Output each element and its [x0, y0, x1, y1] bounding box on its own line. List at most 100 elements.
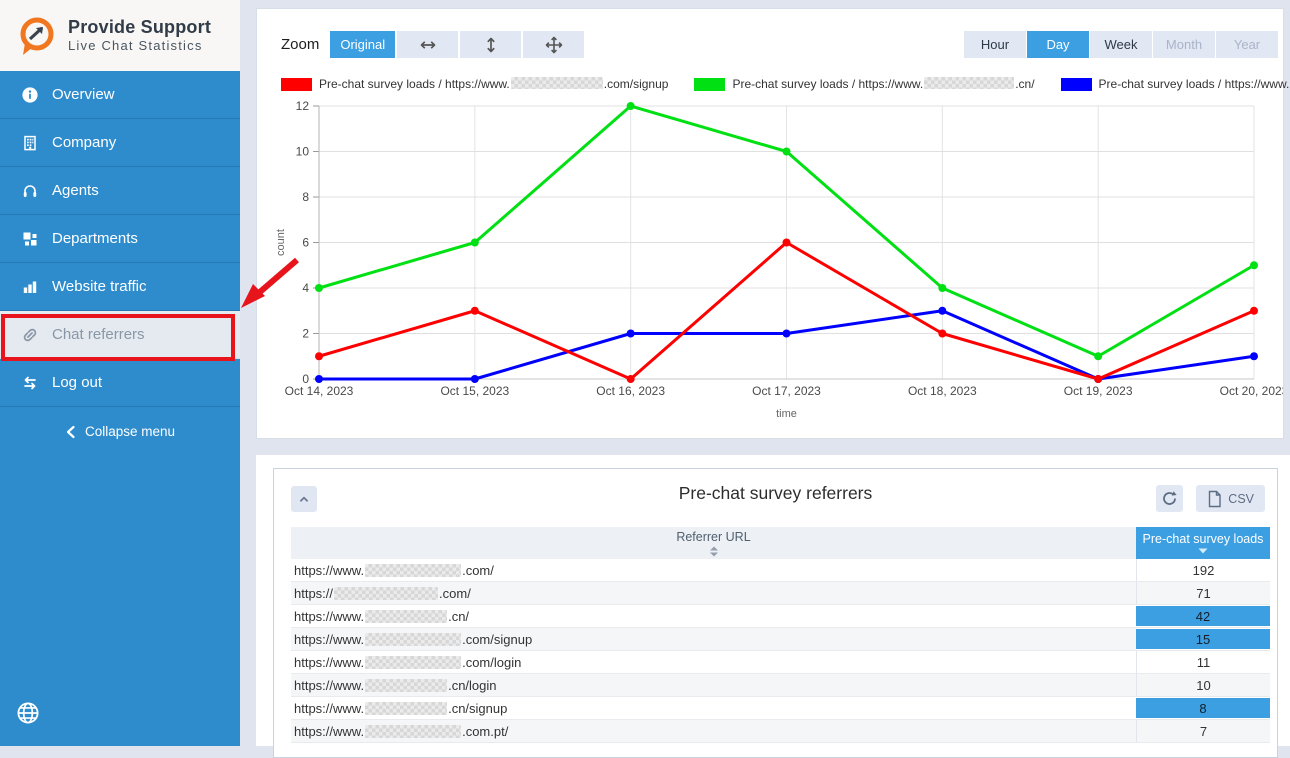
legend-swatch-icon [694, 77, 726, 91]
redacted-text [510, 77, 603, 89]
redacted-text [365, 701, 448, 715]
csv-file-icon [1209, 490, 1221, 507]
panel-collapse-button[interactable] [291, 486, 317, 512]
column-header-survey-loads[interactable]: Pre-chat survey loads [1136, 527, 1270, 559]
zoom-label: Zoom [281, 36, 320, 53]
table-row[interactable]: https://www. .cn/login 10 [291, 674, 1270, 697]
csv-export-button[interactable]: CSV [1196, 485, 1265, 512]
collapse-menu-button[interactable]: Collapse menu [0, 418, 240, 445]
referrer-url-cell: https://www. .cn/ [294, 608, 470, 624]
headset-icon [23, 184, 37, 197]
svg-text:8: 8 [302, 190, 309, 204]
departments-icon [23, 232, 37, 245]
column-header-label: Referrer URL [676, 529, 751, 544]
bar-chart-icon [23, 281, 37, 293]
svg-text:Oct 18, 2023: Oct 18, 2023 [908, 384, 977, 398]
range-toolbar: Hour Day Week Month Year [964, 31, 1278, 58]
table-row[interactable]: https://.com/71 [291, 582, 1270, 605]
svg-text:count: count [275, 229, 287, 256]
referrer-url-cell: https://www. .com/login [294, 654, 522, 670]
collapse-chevron-icon [66, 425, 75, 438]
svg-text:Oct 16, 2023: Oct 16, 2023 [596, 384, 665, 398]
sidebar-item-overview[interactable]: Overview [0, 71, 240, 119]
svg-text:time: time [776, 408, 797, 420]
sidebar-item-label: Website traffic [52, 278, 147, 295]
legend-label: Pre-chat survey loads / https://www..cn/… [1098, 77, 1290, 91]
logo-title: Provide Support [68, 17, 212, 38]
referrer-url-cell: https://www. .com/ [294, 562, 494, 578]
sidebar-item-label: Overview [52, 86, 115, 103]
sidebar-item-label: Departments [52, 230, 138, 247]
svg-text:12: 12 [296, 99, 310, 113]
survey-loads-cell: 10 [1136, 674, 1270, 696]
chart-legend: Pre-chat survey loads / https://www. .com… [281, 77, 1290, 91]
survey-loads-cell: 15 [1136, 628, 1270, 650]
sidebar-item-departments[interactable]: Departments [0, 215, 240, 263]
zoom-vertical-button[interactable] [460, 31, 522, 58]
chart-panel: Zoom Original Hour Day Week Month Year P… [256, 8, 1289, 440]
legend-item[interactable]: Pre-chat survey loads / https://www. .cn/ [694, 77, 1035, 91]
legend-item[interactable]: Pre-chat survey loads / https://www. .com… [281, 77, 668, 91]
refresh-icon [1163, 491, 1177, 505]
table-row[interactable]: https://www. .com/login 11 [291, 651, 1270, 674]
sidebar-item-agents[interactable]: Agents [0, 167, 240, 215]
redacted-text [365, 678, 448, 692]
svg-text:6: 6 [302, 236, 309, 250]
sort-desc-icon [1198, 548, 1208, 554]
range-hour-button[interactable]: Hour [964, 31, 1026, 58]
table-body: https://www. .com/192 https://.com/71 https… [291, 559, 1270, 743]
collapse-menu-label: Collapse menu [84, 424, 176, 439]
building-icon [24, 135, 36, 150]
redacted-text [334, 586, 439, 600]
zoom-original-button[interactable]: Original [330, 31, 396, 58]
survey-loads-cell: 71 [1136, 582, 1270, 604]
table-row[interactable]: https://www. .com/192 [291, 559, 1270, 582]
sidebar-item-logout[interactable]: Log out [0, 359, 240, 407]
svg-text:Oct 20, 2023: Oct 20, 2023 [1220, 384, 1283, 398]
sidebar-item-company[interactable]: Company [0, 119, 240, 167]
globe-icon[interactable] [16, 701, 40, 725]
svg-text:Oct 14, 2023: Oct 14, 2023 [285, 384, 354, 398]
table-row[interactable]: https://www. .com.pt/7 [291, 720, 1270, 743]
referrer-url-cell: https://.com/ [294, 585, 471, 601]
svg-text:4: 4 [302, 281, 309, 295]
column-header-label: Pre-chat survey loads [1142, 532, 1264, 546]
sidebar-item-label: Company [52, 134, 117, 151]
survey-loads-cell: 8 [1136, 697, 1270, 719]
table-region: Pre-chat survey referrers CSV Referrer U… [256, 455, 1290, 758]
sidebar-item-chat-referrers[interactable]: Chat referrers [0, 311, 240, 359]
legend-label: Pre-chat survey loads / https://www. .cn/ [732, 77, 1035, 91]
legend-item[interactable]: Pre-chat survey loads / https://www..cn/… [1060, 77, 1290, 91]
column-header-referrer-url[interactable]: Referrer URL [291, 527, 1136, 559]
range-day-button[interactable]: Day [1027, 31, 1089, 58]
line-chart[interactable]: Oct 14, 2023 Oct 15, 2023 Oct 16, 2023 Oct … [257, 93, 1283, 440]
link-icon [23, 328, 37, 341]
app-logo: Provide Support Live Chat Statistics [0, 0, 240, 71]
refresh-button[interactable] [1156, 485, 1184, 512]
sidebar-item-website-traffic[interactable]: Website traffic [0, 263, 240, 311]
redacted-text [365, 655, 462, 669]
referrer-url-cell: https://www. .cn/login [294, 677, 497, 693]
table-header: Referrer URL Pre-chat survey loads [291, 527, 1270, 559]
range-week-button[interactable]: Week [1090, 31, 1152, 58]
zoom-vertical-icon [486, 37, 495, 52]
sidebar-item-label: Chat referrers [52, 326, 145, 343]
sidebar-item-label: Agents [52, 182, 99, 199]
table-row[interactable]: https://www. .cn/signup 8 [291, 697, 1270, 720]
svg-text:Oct 15, 2023: Oct 15, 2023 [440, 384, 509, 398]
legend-label: Pre-chat survey loads / https://www. .com… [319, 77, 669, 91]
zoom-horizontal-button[interactable] [397, 31, 459, 58]
table-row[interactable]: https://www. .cn/42 [291, 605, 1270, 628]
svg-text:Oct 19, 2023: Oct 19, 2023 [1064, 384, 1133, 398]
panel-actions: CSV [1156, 485, 1265, 512]
redacted-text [924, 77, 1015, 89]
range-year-button[interactable]: Year [1216, 31, 1278, 58]
sidebar: Provide Support Live Chat Statistics Ove… [0, 0, 240, 746]
info-icon [22, 86, 38, 103]
zoom-move-button[interactable] [523, 31, 585, 58]
survey-loads-cell: 192 [1136, 559, 1270, 581]
svg-text:0: 0 [302, 372, 309, 386]
zoom-horizontal-icon [420, 40, 435, 49]
range-month-button[interactable]: Month [1153, 31, 1215, 58]
table-row[interactable]: https://www. .com/signup 15 [291, 628, 1270, 651]
